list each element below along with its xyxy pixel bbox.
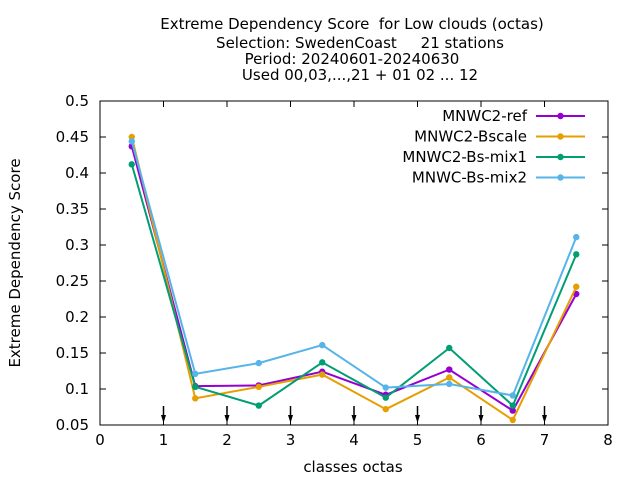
boundary-arrow-head	[288, 415, 293, 423]
x-tick-label: 4	[349, 431, 359, 449]
y-tick-label: 0.2	[65, 308, 89, 326]
legend-label: MNWC2-Bscale	[414, 128, 527, 146]
x-axis-label: classes octas	[303, 458, 403, 476]
series-line	[130, 141, 578, 397]
legend-swatch-point	[557, 174, 564, 181]
series-line	[130, 164, 578, 408]
data-point	[192, 383, 199, 391]
boundary-arrow-head	[478, 415, 484, 423]
chart-title-line-1: Extreme Dependency Score for Low clouds …	[160, 15, 544, 33]
chart-title-line-2: Selection: SwedenCoast 21 stations	[216, 34, 504, 52]
y-tick-label: 0.35	[56, 200, 89, 218]
y-tick-label: 0.25	[56, 272, 89, 290]
y-tick-label: 0.45	[56, 128, 89, 146]
legend-swatch-point	[557, 112, 564, 120]
y-tick-label: 0.05	[56, 416, 89, 434]
legend-label: MNWC2-ref	[442, 107, 527, 125]
x-tick-label: 2	[222, 431, 232, 449]
data-point	[192, 370, 199, 378]
x-tick-label: 3	[286, 431, 296, 449]
chart-title-line-4: Used 00,03,...,21 + 01 02 ... 12	[241, 66, 479, 84]
data-point	[382, 384, 389, 391]
boundary-arrow-head	[542, 415, 547, 423]
data-point	[255, 402, 262, 409]
data-point	[319, 359, 326, 366]
x-tick-label: 5	[413, 431, 423, 449]
series-line	[130, 136, 578, 422]
data-point	[128, 161, 135, 168]
data-point	[382, 394, 389, 401]
data-point	[573, 233, 580, 241]
series-line	[130, 146, 578, 413]
data-point	[509, 392, 516, 399]
y-axis-label: Extreme Dependency Score	[6, 158, 24, 368]
data-point	[192, 395, 199, 402]
x-tick-label: 7	[540, 431, 550, 449]
data-point	[255, 359, 262, 367]
data-point	[573, 251, 580, 258]
y-tick-label: 0.5	[65, 92, 89, 110]
x-tick-label: 1	[159, 431, 169, 449]
y-tick-label: 0.4	[65, 164, 89, 182]
legend-label: MNWC2-Bs-mix1	[402, 148, 527, 166]
y-tick-label: 0.15	[56, 344, 89, 362]
chart-title-line-3: Period: 20240601-20240630	[244, 50, 460, 68]
data-point	[509, 407, 516, 414]
data-point	[446, 366, 453, 373]
boundary-arrow-head	[161, 415, 166, 423]
boundary-arrow-head	[224, 415, 230, 423]
data-point	[573, 283, 580, 290]
data-point	[319, 371, 326, 378]
x-tick-label: 8	[603, 431, 613, 449]
legend-swatch-point	[557, 133, 564, 140]
data-point	[446, 380, 453, 388]
data-point	[446, 344, 453, 352]
data-point	[128, 138, 135, 145]
boundary-arrow-head	[351, 415, 357, 423]
legend-swatch-point	[557, 153, 564, 161]
data-point	[509, 402, 516, 409]
data-point	[446, 374, 453, 381]
legend-label: MNWC-Bs-mix2	[412, 169, 527, 187]
x-tick-label: 6	[476, 431, 486, 449]
data-point	[255, 383, 262, 391]
boundary-arrow-head	[415, 415, 420, 423]
y-tick-label: 0.1	[65, 380, 89, 398]
data-point	[382, 405, 389, 413]
x-tick-label: 0	[95, 431, 105, 449]
data-point	[509, 416, 516, 424]
data-point	[319, 341, 326, 349]
y-tick-label: 0.3	[65, 236, 89, 254]
